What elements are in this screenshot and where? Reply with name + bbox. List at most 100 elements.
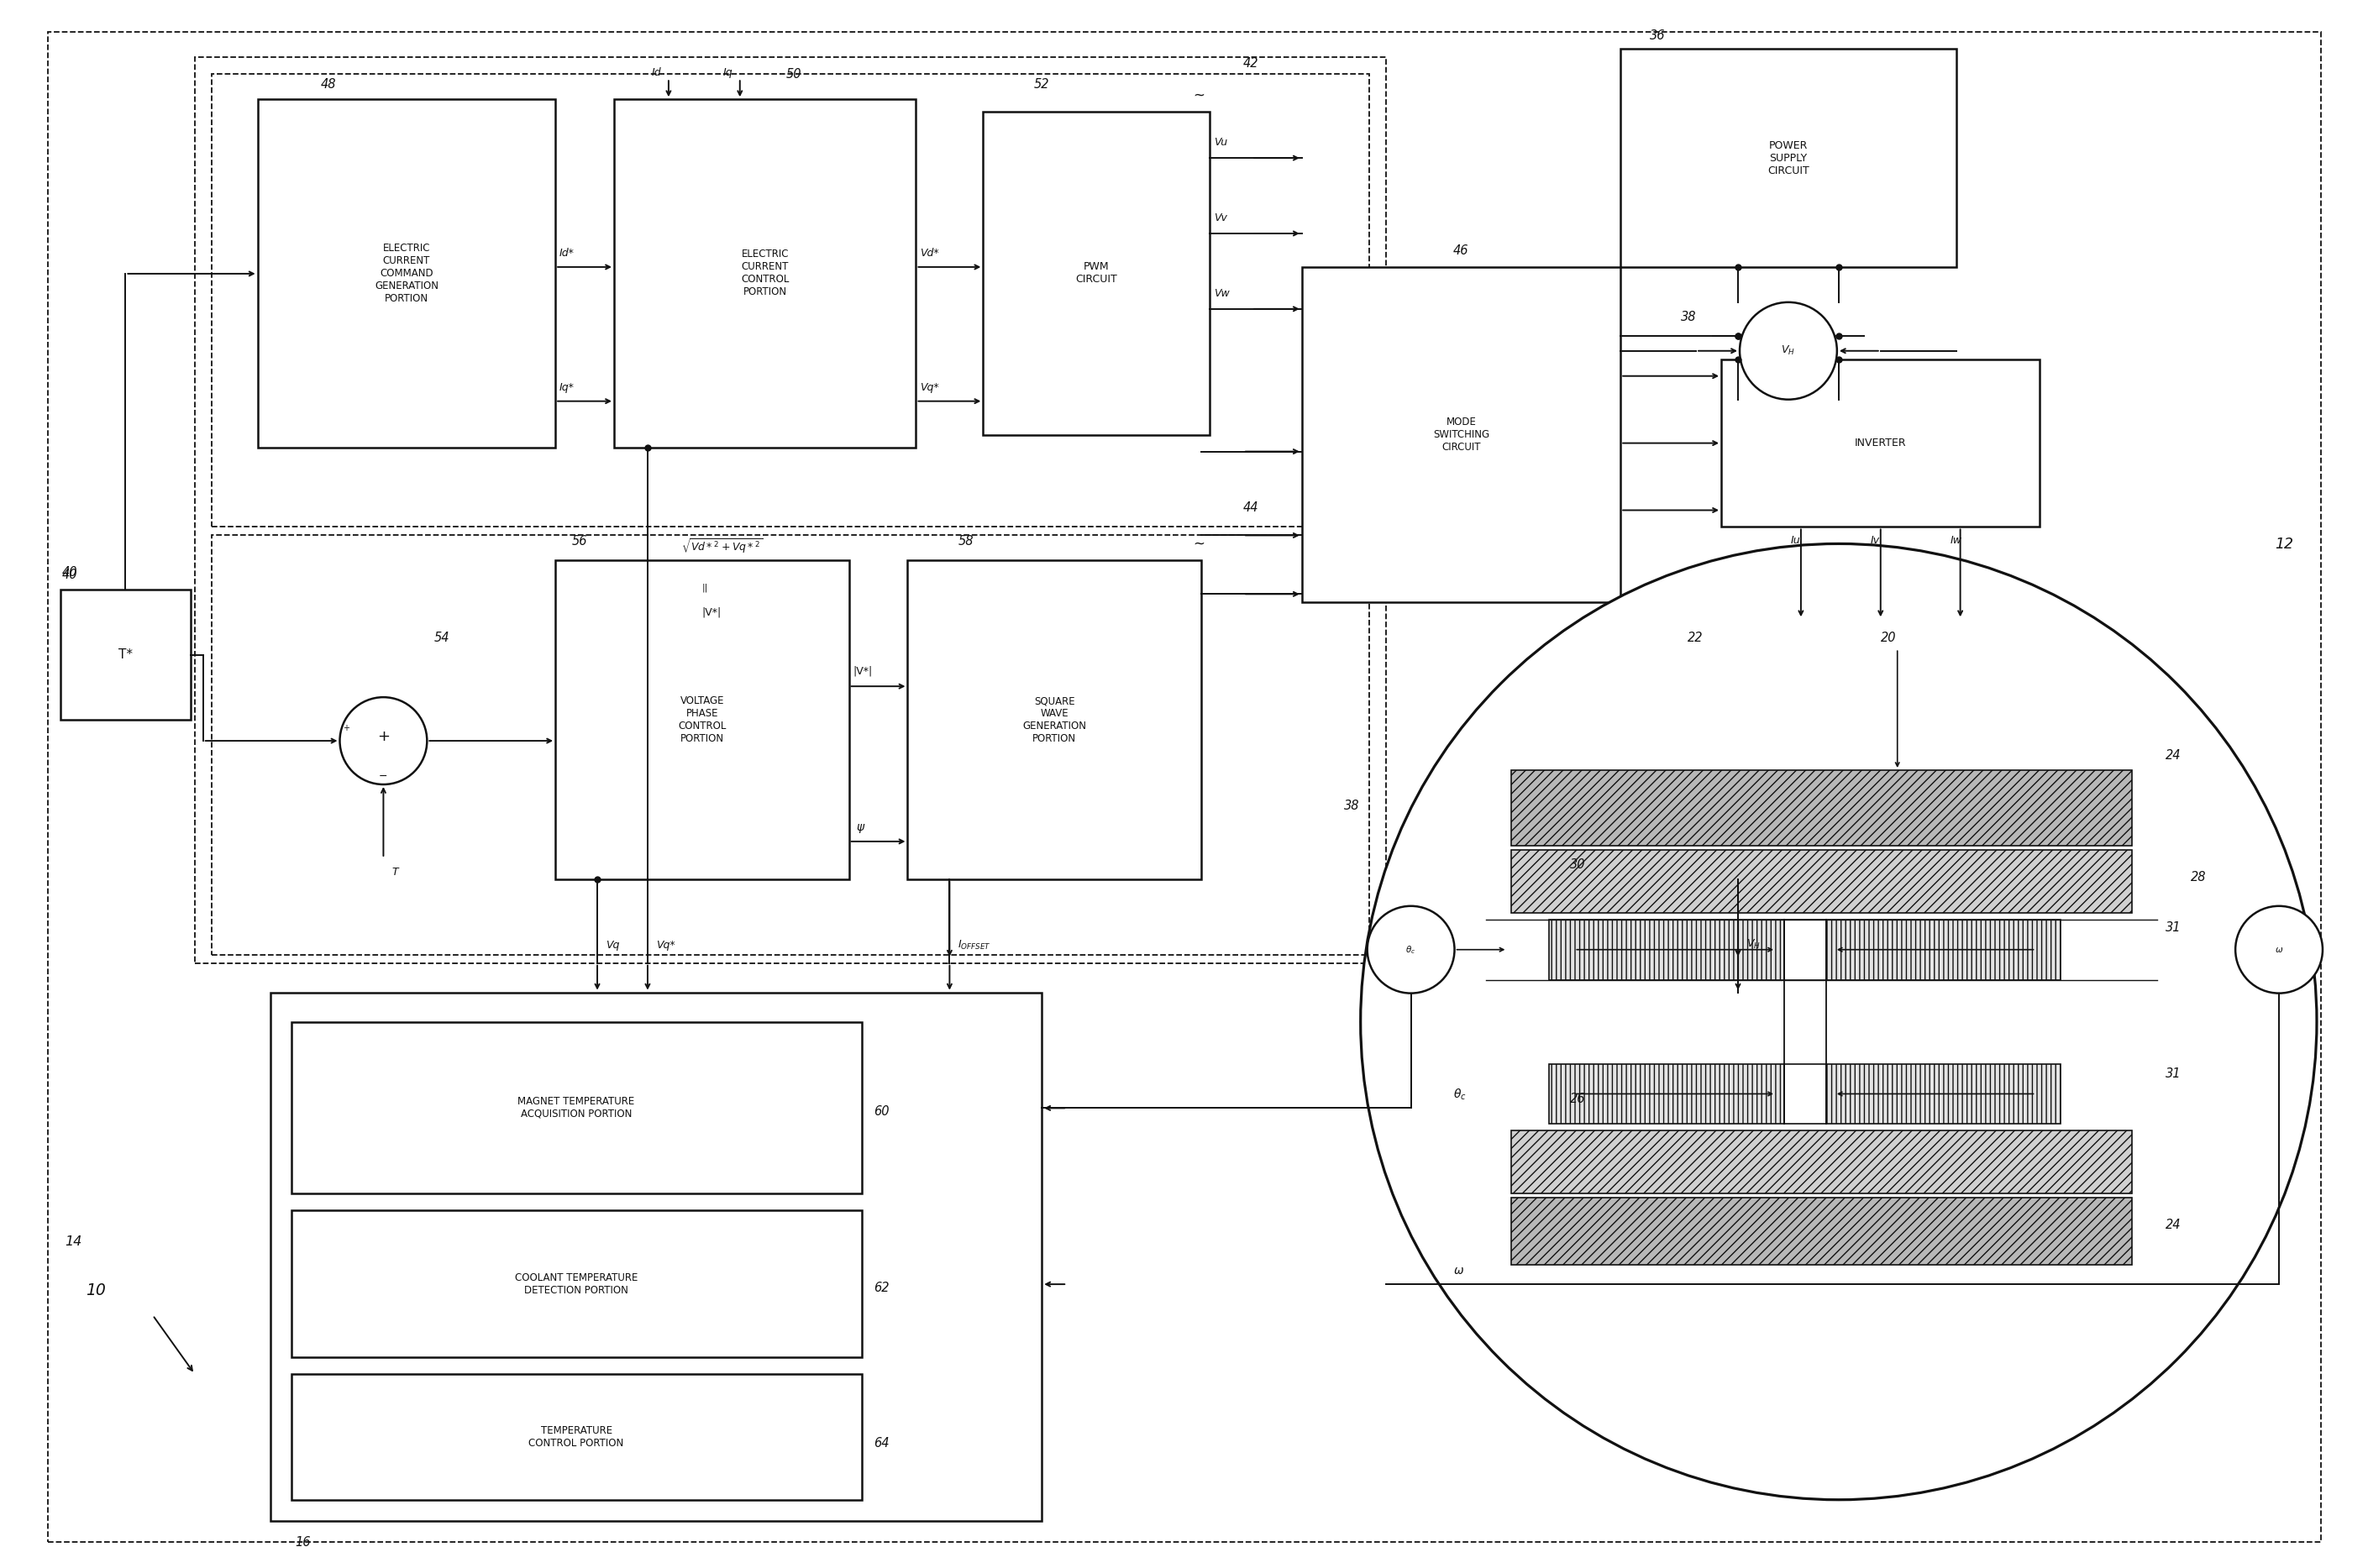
Text: −: − xyxy=(379,770,388,781)
Text: ELECTRIC
CURRENT
COMMAND
GENERATION
PORTION: ELECTRIC CURRENT COMMAND GENERATION PORT… xyxy=(374,243,438,304)
Text: 36: 36 xyxy=(1650,30,1665,42)
Text: SQUARE
WAVE
GENERATION
PORTION: SQUARE WAVE GENERATION PORTION xyxy=(1023,696,1087,745)
Bar xyxy=(62,590,189,720)
Text: $\psi$: $\psi$ xyxy=(855,822,864,834)
Circle shape xyxy=(1366,906,1454,993)
Circle shape xyxy=(1740,303,1838,400)
Text: Iv: Iv xyxy=(1871,535,1880,546)
Text: POWER
SUPPLY
CIRCUIT: POWER SUPPLY CIRCUIT xyxy=(1767,140,1809,176)
Text: $\omega$: $\omega$ xyxy=(1454,1265,1463,1276)
Text: 20: 20 xyxy=(1880,632,1897,644)
Text: Vd*: Vd* xyxy=(921,248,940,259)
Text: 40: 40 xyxy=(62,569,78,582)
Text: $\sqrt{Vd*^{2}+Vq*^{2}}$: $\sqrt{Vd*^{2}+Vq*^{2}}$ xyxy=(682,538,762,557)
Text: $\theta_c$: $\theta_c$ xyxy=(1454,1087,1466,1102)
Text: 26: 26 xyxy=(1570,1093,1587,1105)
Text: PWM
CIRCUIT: PWM CIRCUIT xyxy=(1075,262,1118,285)
Text: Vv: Vv xyxy=(1215,213,1227,223)
Text: Vw: Vw xyxy=(1215,289,1229,299)
Text: 52: 52 xyxy=(1032,78,1049,91)
Text: 46: 46 xyxy=(1454,245,1468,257)
Text: 12: 12 xyxy=(2276,536,2292,552)
Text: ~: ~ xyxy=(1193,536,1205,552)
Bar xyxy=(1826,1063,2060,1124)
Text: Id: Id xyxy=(651,67,661,78)
Text: 56: 56 xyxy=(573,535,587,547)
Text: 14: 14 xyxy=(64,1236,81,1248)
Text: +: + xyxy=(377,729,391,745)
Text: 40: 40 xyxy=(62,566,78,579)
Bar xyxy=(211,535,1369,955)
Text: 24: 24 xyxy=(2167,1218,2181,1231)
Text: TEMPERATURE
CONTROL PORTION: TEMPERATURE CONTROL PORTION xyxy=(528,1425,623,1449)
Bar xyxy=(983,111,1210,434)
Bar xyxy=(1549,1063,1783,1124)
Circle shape xyxy=(339,698,426,784)
Bar xyxy=(1722,359,2039,527)
Text: ELECTRIC
CURRENT
CONTROL
PORTION: ELECTRIC CURRENT CONTROL PORTION xyxy=(741,249,789,298)
Text: ~: ~ xyxy=(1193,88,1205,102)
Text: Vq: Vq xyxy=(606,939,620,950)
Text: 24: 24 xyxy=(2167,750,2181,762)
Text: Vq*: Vq* xyxy=(656,939,675,950)
Text: $\theta_c$: $\theta_c$ xyxy=(1407,944,1416,955)
Text: 58: 58 xyxy=(959,535,973,547)
Text: 28: 28 xyxy=(2190,870,2207,883)
Text: INVERTER: INVERTER xyxy=(1854,437,1906,448)
Text: 30: 30 xyxy=(1570,858,1587,870)
Bar xyxy=(1511,1131,2131,1193)
Bar xyxy=(1826,919,2060,980)
Bar xyxy=(907,560,1201,880)
Bar xyxy=(291,1374,862,1499)
Bar xyxy=(556,560,848,880)
Text: 22: 22 xyxy=(1688,632,1703,644)
Bar xyxy=(1620,49,1956,267)
Text: $V_H$: $V_H$ xyxy=(1781,345,1795,358)
Text: 31: 31 xyxy=(2167,920,2181,933)
Text: 38: 38 xyxy=(1343,800,1359,812)
Text: 44: 44 xyxy=(1243,502,1260,514)
Text: 10: 10 xyxy=(85,1283,107,1298)
Bar xyxy=(1783,1063,1826,1124)
Text: Iq*: Iq* xyxy=(559,383,575,394)
Text: 60: 60 xyxy=(874,1105,890,1118)
Bar xyxy=(194,58,1385,963)
Bar xyxy=(291,1022,862,1193)
Text: 62: 62 xyxy=(874,1281,890,1294)
Text: 50: 50 xyxy=(786,69,800,82)
Text: T: T xyxy=(391,867,398,878)
Bar xyxy=(291,1210,862,1358)
Text: Id*: Id* xyxy=(559,248,575,259)
Text: 31: 31 xyxy=(2167,1068,2181,1080)
Text: 54: 54 xyxy=(433,632,450,644)
Bar xyxy=(258,99,556,447)
Text: MODE
SWITCHING
CIRCUIT: MODE SWITCHING CIRCUIT xyxy=(1433,417,1489,453)
Bar xyxy=(1511,850,2131,913)
Circle shape xyxy=(2235,906,2323,993)
Bar xyxy=(1783,919,1826,980)
Bar xyxy=(270,993,1042,1521)
Text: |V*|: |V*| xyxy=(703,607,722,618)
Text: VOLTAGE
PHASE
CONTROL
PORTION: VOLTAGE PHASE CONTROL PORTION xyxy=(677,696,727,745)
Bar xyxy=(1511,770,2131,845)
Text: $V_H$: $V_H$ xyxy=(1745,938,1759,950)
Text: MAGNET TEMPERATURE
ACQUISITION PORTION: MAGNET TEMPERATURE ACQUISITION PORTION xyxy=(519,1096,635,1120)
Circle shape xyxy=(1362,544,2316,1499)
Text: 64: 64 xyxy=(874,1436,890,1449)
Bar xyxy=(1549,919,1783,980)
Text: |V*|: |V*| xyxy=(852,665,874,676)
Text: 16: 16 xyxy=(296,1535,310,1548)
Text: T*: T* xyxy=(118,649,133,662)
Text: Iu: Iu xyxy=(1790,535,1800,546)
Text: Vu: Vu xyxy=(1215,136,1227,147)
Bar xyxy=(613,99,916,447)
Text: COOLANT TEMPERATURE
DETECTION PORTION: COOLANT TEMPERATURE DETECTION PORTION xyxy=(514,1272,637,1295)
Text: $\omega$: $\omega$ xyxy=(2276,946,2283,953)
Text: 42: 42 xyxy=(1243,58,1260,71)
Text: Vq*: Vq* xyxy=(921,383,940,394)
Text: 38: 38 xyxy=(1681,310,1695,323)
Bar xyxy=(211,74,1369,527)
Text: 48: 48 xyxy=(320,78,336,91)
Text: Iw: Iw xyxy=(1951,535,1963,546)
Bar xyxy=(1511,1198,2131,1265)
